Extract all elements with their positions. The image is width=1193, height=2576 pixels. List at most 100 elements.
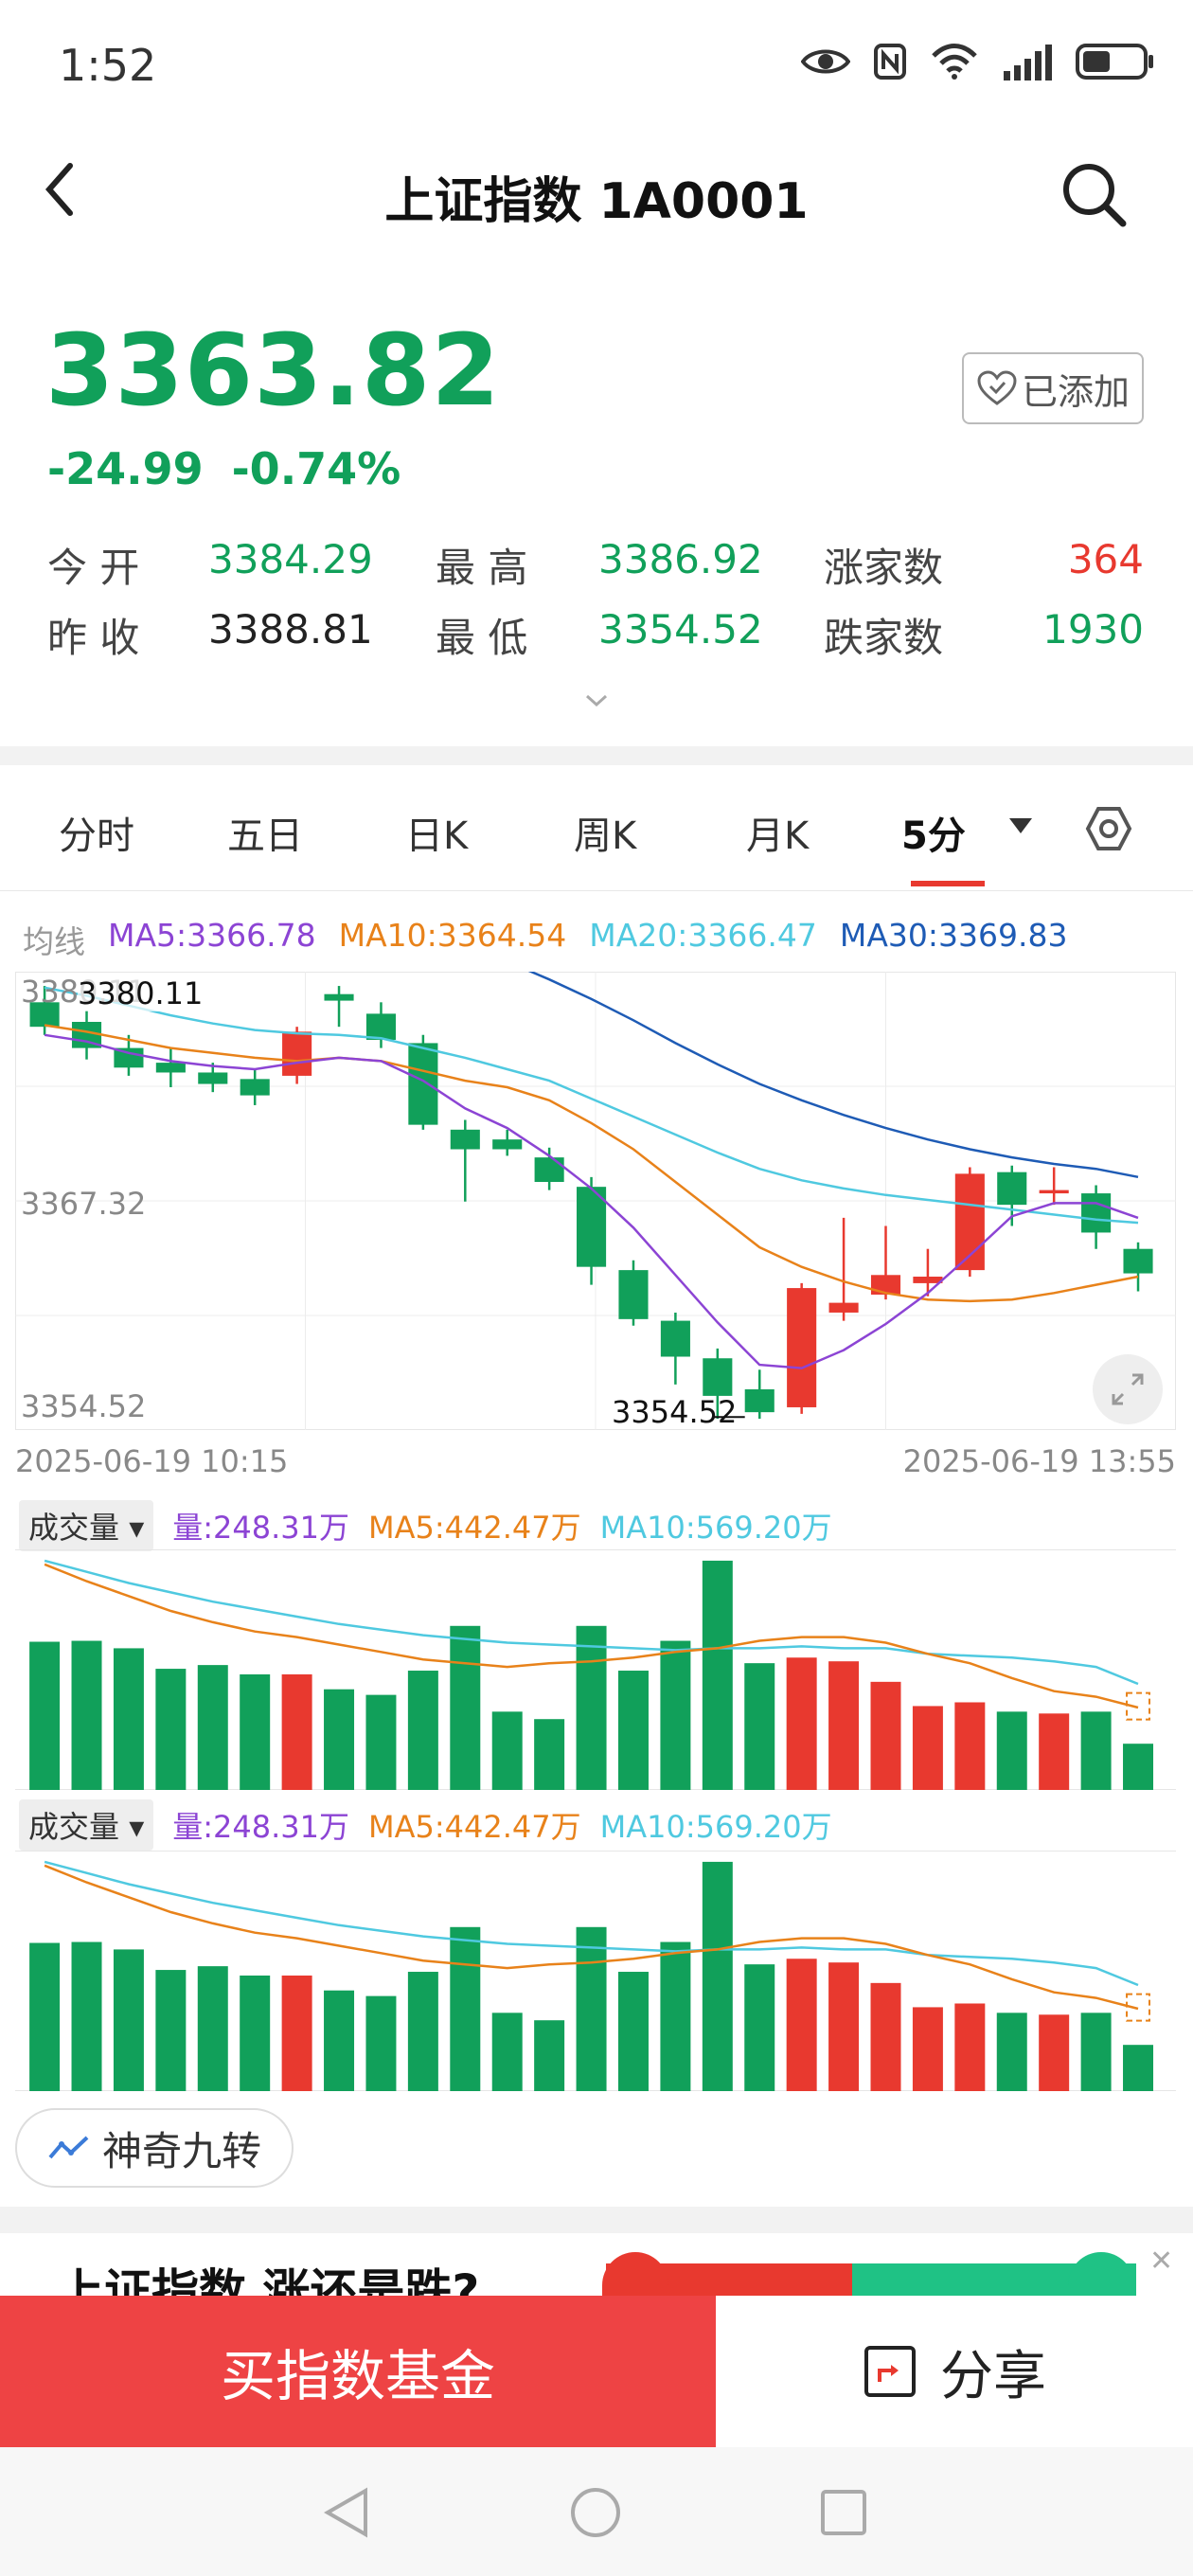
candle — [1039, 1167, 1069, 1206]
up-count-label: 涨家数 — [824, 545, 944, 591]
promo-close-icon[interactable]: ✕ — [1149, 2245, 1174, 2278]
tab-5min[interactable]: 5分 — [901, 814, 966, 858]
volume-bar — [534, 2020, 565, 2091]
candle-body — [155, 1063, 186, 1073]
candle-body — [1123, 1248, 1153, 1274]
volume-bar — [113, 1648, 144, 1790]
volume-bar — [1123, 2045, 1154, 2091]
volume-ma5-line — [44, 1563, 1139, 1709]
signal-icon — [1004, 45, 1052, 80]
expand-chevron-icon[interactable] — [581, 691, 612, 714]
chart-settings-icon[interactable] — [1085, 805, 1132, 856]
magic-nine-turn-button[interactable]: 神奇九转 — [15, 2108, 294, 2188]
volume-ma5-line — [44, 1864, 1139, 2011]
candle-body — [534, 1157, 564, 1182]
heart-check-icon — [977, 370, 1017, 405]
ma20-line — [44, 986, 1139, 1225]
ma30-value: MA30:3369.83 — [839, 917, 1068, 954]
tab-intraday[interactable]: 分时 — [59, 814, 134, 858]
volume-ma5-1: MA5:442.47万 — [368, 1510, 581, 1546]
volume-ma10-1: MA10:569.20万 — [599, 1510, 832, 1546]
candlestick-chart[interactable] — [15, 972, 1176, 1430]
volume-bar — [1039, 2014, 1070, 2091]
up-count-value: 364 — [1067, 536, 1144, 582]
ma-legend: 均线 MA5:3366.78 MA10:3364.54 MA20:3366.47… — [23, 917, 1068, 962]
ma20-value: MA20:3366.47 — [589, 917, 817, 954]
volume-bar — [281, 1673, 312, 1790]
candle-body — [408, 1043, 438, 1125]
volume-bar — [365, 1694, 397, 1790]
volume-ma10-2: MA10:569.20万 — [599, 1809, 832, 1845]
candle — [870, 1225, 901, 1300]
volume-bar — [576, 1926, 607, 2091]
share-button[interactable]: 分享 — [716, 2296, 1193, 2447]
candle — [29, 986, 60, 1035]
candle — [282, 1027, 312, 1084]
nfc-icon — [874, 44, 906, 80]
period-dropdown-icon[interactable] — [1007, 816, 1034, 839]
volume-bar — [155, 1970, 187, 2091]
volume-bar — [702, 1861, 733, 2091]
expand-icon — [1112, 1373, 1144, 1405]
added-label: 已添加 — [1021, 370, 1130, 413]
candle — [744, 1369, 775, 1420]
volume-bar — [407, 1671, 438, 1790]
price-axis-bottom-label: 3354.52 — [21, 1388, 147, 1424]
ma30-line — [527, 972, 1139, 1179]
candle — [1081, 1185, 1112, 1249]
volume-selector-1[interactable]: 成交量 ▾ — [19, 1500, 154, 1551]
volume-legend-2: 成交量 ▾ 量:248.31万 MA5:442.47万 MA10:569.20万 — [19, 1799, 832, 1851]
tab-weekly-k[interactable]: 周K — [574, 814, 637, 858]
tab-daily-k[interactable]: 日K — [405, 814, 469, 858]
candle — [618, 1260, 649, 1326]
volume-bar — [660, 1640, 691, 1790]
candle-body — [828, 1302, 859, 1313]
volume-bar — [197, 1966, 228, 2091]
volume-bar — [29, 1942, 61, 2091]
volume-bar — [71, 1941, 102, 2091]
volume-bar — [912, 1706, 943, 1790]
volume-selector-2[interactable]: 成交量 ▾ — [19, 1799, 154, 1851]
volume-bar — [365, 1995, 397, 2091]
candle-body — [282, 1031, 312, 1076]
candle — [114, 1034, 144, 1076]
back-icon[interactable] — [38, 156, 85, 223]
candle — [492, 1129, 523, 1156]
time-axis-end: 2025-06-19 13:55 — [902, 1443, 1176, 1479]
volume-bar — [113, 1949, 144, 2091]
candle-body — [324, 993, 354, 1001]
volume-bar — [954, 2003, 986, 2091]
candle — [660, 1312, 690, 1385]
candle-body — [997, 1172, 1027, 1206]
volume-bar — [491, 2012, 523, 2091]
wifi-icon — [932, 44, 977, 80]
volume-bar — [281, 1975, 312, 2091]
candle-body — [913, 1277, 943, 1283]
prev-close-value: 3388.81 — [208, 606, 373, 653]
added-watchlist-button[interactable]: 已添加 — [962, 352, 1144, 424]
fullscreen-button[interactable] — [1093, 1354, 1163, 1424]
volume-chart-1[interactable] — [15, 1549, 1176, 1790]
volume-bar — [534, 1719, 565, 1790]
section-divider-2 — [0, 2207, 1193, 2233]
max-price-marker: 3380.11 — [78, 975, 204, 1011]
volume-chart-2[interactable] — [15, 1851, 1176, 2091]
nav-back-icon — [323, 2487, 367, 2538]
candle — [450, 1119, 480, 1202]
candle-body — [703, 1358, 733, 1396]
volume-bar — [324, 1990, 355, 2091]
time-axis-start: 2025-06-19 10:15 — [15, 1443, 289, 1479]
search-icon[interactable] — [1059, 159, 1129, 229]
volume-bar — [29, 1641, 61, 1790]
tab-monthly-k[interactable]: 月K — [746, 814, 810, 858]
tab-five-day[interactable]: 五日 — [227, 814, 303, 858]
promo-title[interactable]: 上证指数 涨还是跌? — [57, 2264, 480, 2296]
volume-selector-label: 成交量 — [28, 1510, 120, 1546]
volume-ma10-line — [44, 1860, 1139, 1987]
candle — [240, 1069, 270, 1105]
volume-bar — [954, 1702, 986, 1790]
buy-index-fund-button[interactable]: 买指数基金 — [0, 2296, 716, 2447]
volume-value-2: 量:248.31万 — [172, 1809, 350, 1845]
volume-ma-marker — [1126, 1993, 1151, 2022]
section-divider — [0, 746, 1193, 765]
